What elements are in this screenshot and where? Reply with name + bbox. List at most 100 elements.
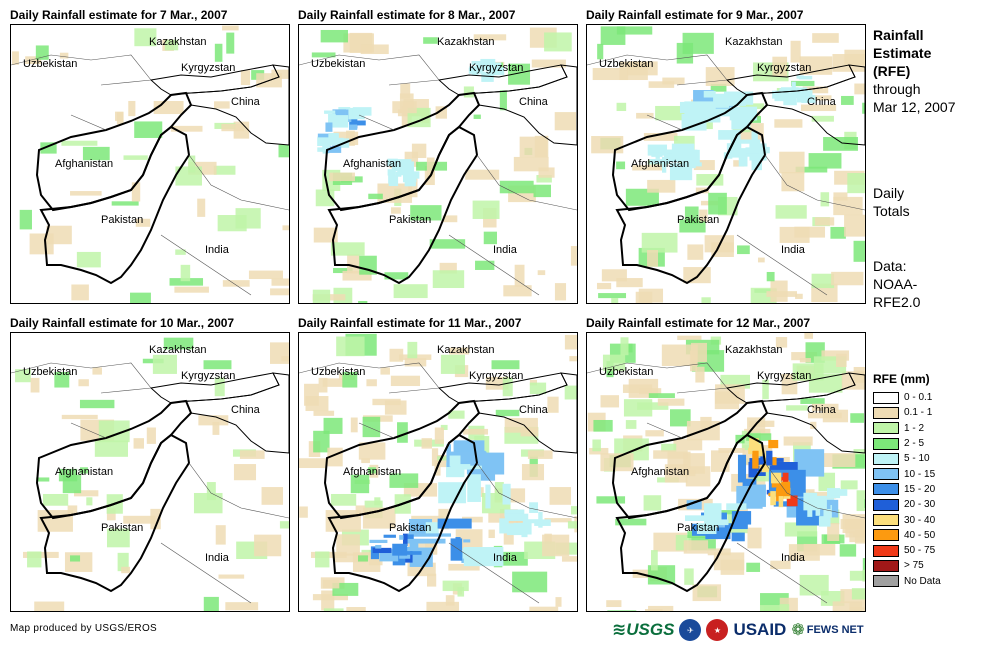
panel-title: Daily Rainfall estimate for 8 Mar., 2007 (298, 8, 516, 22)
place-label-afghanistan: Afghanistan (631, 466, 689, 478)
place-label-pakistan: Pakistan (389, 214, 431, 226)
legend-item: > 75 (873, 558, 973, 573)
legend-item: 10 - 15 (873, 466, 973, 481)
map-panel: Daily Rainfall estimate for 11 Mar., 200… (298, 316, 578, 612)
place-label-china: China (519, 96, 549, 108)
panel-title: Daily Rainfall estimate for 9 Mar., 2007 (586, 8, 804, 22)
region-border (299, 54, 577, 296)
legend-item: 40 - 50 (873, 528, 973, 543)
side-title: Rainfall Estimate (RFE) through Mar 12, … (873, 27, 956, 115)
legend-item: 50 - 75 (873, 543, 973, 558)
legend-item: 0 - 0.1 (873, 390, 973, 405)
legend-swatch (873, 529, 899, 542)
country-border (39, 125, 191, 285)
side-daily-totals: Daily Totals (873, 185, 910, 219)
legend-label: 30 - 40 (904, 514, 936, 526)
place-label-uzbekistan: Uzbekistan (23, 366, 77, 378)
place-label-afghanistan: Afghanistan (55, 158, 113, 170)
country-border (327, 433, 479, 593)
country-border (615, 433, 767, 593)
legend-swatch (873, 437, 899, 450)
legend-label: 5 - 10 (904, 453, 930, 465)
legend-label: 2 - 5 (904, 438, 925, 450)
legend-swatch (873, 559, 899, 572)
dos-seal-icon: ★ (706, 619, 729, 641)
legend-label: No Data (904, 575, 941, 587)
country-border (473, 64, 577, 146)
usaid-logo: USAID (733, 620, 787, 639)
map-panel: Daily Rainfall estimate for 12 Mar., 200… (586, 316, 866, 612)
place-label-china: China (231, 404, 261, 416)
place-label-india: India (493, 244, 518, 256)
rainfall-map: Kazakhstan Uzbekistan Kyrgyzstan China Afgha… (10, 24, 290, 304)
place-label-pakistan: Pakistan (101, 214, 143, 226)
legend-label: > 75 (904, 560, 924, 572)
legend-swatch (873, 483, 899, 496)
region-border (587, 54, 865, 296)
legend-swatch (873, 575, 899, 588)
legend-item: 20 - 30 (873, 497, 973, 512)
legend-item: No Data (873, 574, 973, 589)
place-label-china: China (807, 404, 837, 416)
legend-swatch (873, 468, 899, 481)
country-border (761, 64, 865, 146)
legend-label: 10 - 15 (904, 468, 936, 480)
place-label-uzbekistan: Uzbekistan (23, 58, 77, 70)
rainfall-cells (587, 333, 865, 611)
place-label-kyrgyzstan: Kyrgyzstan (469, 62, 523, 74)
place-label-india: India (781, 244, 806, 256)
place-label-uzbekistan: Uzbekistan (311, 366, 365, 378)
country-border (761, 372, 865, 454)
legend-item: 5 - 10 (873, 451, 973, 466)
map-credit: Map produced by USGS/EROS (10, 623, 158, 634)
place-label-india: India (205, 552, 230, 564)
legend-swatch (873, 498, 899, 511)
region-border (11, 54, 289, 296)
rainfall-map: Kazakhstan Uzbekistan Kyrgyzstan China Afgha… (298, 332, 578, 612)
map-panel: Daily Rainfall estimate for 7 Mar., 2007… (10, 8, 290, 304)
rainfall-map: Kazakhstan Uzbekistan Kyrgyzstan China Afgha… (298, 24, 578, 304)
legend-swatch (873, 452, 899, 465)
legend-label: 40 - 50 (904, 529, 936, 541)
place-label-kazakhstan: Kazakhstan (725, 36, 782, 48)
legend-swatch (873, 422, 899, 435)
map-panel: Daily Rainfall estimate for 8 Mar., 2007… (298, 8, 578, 304)
globe-icon: ❁ (791, 622, 805, 639)
place-label-afghanistan: Afghanistan (631, 158, 689, 170)
logos-bar: ≋ USGS ✈ ★ USAID ❁ FEWS NET (612, 615, 864, 645)
legend-swatch (873, 514, 899, 527)
rainfall-cells (591, 26, 865, 303)
panel-title: Daily Rainfall estimate for 12 Mar., 200… (586, 316, 811, 330)
place-label-india: India (781, 552, 806, 564)
place-label-kazakhstan: Kazakhstan (725, 344, 782, 356)
panel-title: Daily Rainfall estimate for 11 Mar., 200… (298, 316, 522, 330)
legend-label: 20 - 30 (904, 499, 936, 511)
country-border (185, 372, 289, 454)
place-label-pakistan: Pakistan (101, 522, 143, 534)
country-border (473, 372, 577, 454)
place-label-uzbekistan: Uzbekistan (599, 366, 653, 378)
side-data-source: Data: NOAA- RFE2.0 (873, 258, 921, 310)
country-border (185, 64, 289, 146)
place-label-kazakhstan: Kazakhstan (149, 344, 206, 356)
place-label-afghanistan: Afghanistan (55, 466, 113, 478)
legend-label: 0 - 0.1 (904, 392, 933, 404)
place-label-pakistan: Pakistan (677, 214, 719, 226)
region-border (299, 362, 577, 604)
place-label-afghanistan: Afghanistan (343, 158, 401, 170)
legend-item: 0.1 - 1 (873, 405, 973, 420)
legend-swatch (873, 406, 899, 419)
country-border (615, 125, 767, 285)
place-label-india: India (205, 244, 230, 256)
place-label-pakistan: Pakistan (677, 522, 719, 534)
map-panel: Daily Rainfall estimate for 10 Mar., 200… (10, 316, 290, 612)
place-label-uzbekistan: Uzbekistan (599, 58, 653, 70)
legend-label: 50 - 75 (904, 545, 936, 557)
map-panel: Daily Rainfall estimate for 9 Mar., 2007… (586, 8, 866, 304)
place-label-afghanistan: Afghanistan (343, 466, 401, 478)
rainfall-map: Kazakhstan Uzbekistan Kyrgyzstan China Afgha… (586, 332, 866, 612)
place-label-pakistan: Pakistan (389, 522, 431, 534)
legend-item: 15 - 20 (873, 482, 973, 497)
legend-item: 30 - 40 (873, 512, 973, 527)
rainfall-cells (311, 27, 577, 303)
